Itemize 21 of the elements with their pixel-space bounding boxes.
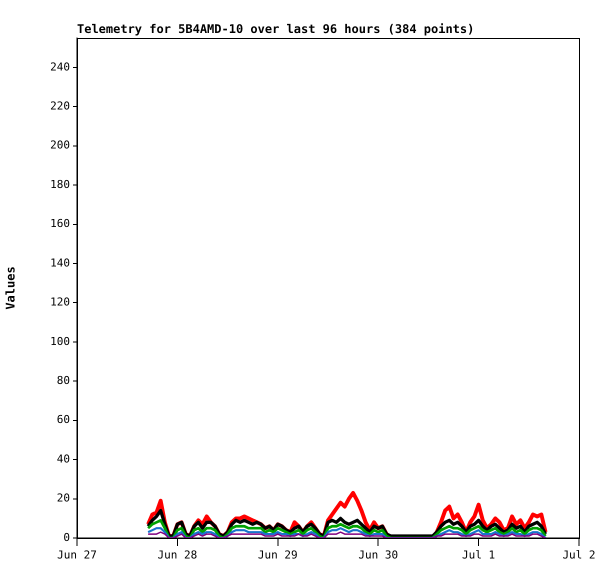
y-tick-label: 140 xyxy=(50,256,70,270)
y-tick-label: 180 xyxy=(50,178,70,191)
y-tick-label: 200 xyxy=(50,138,70,152)
y-axis-title: Values xyxy=(3,266,18,310)
y-tick-label: 60 xyxy=(56,413,70,426)
x-tick-label: Jun 30 xyxy=(358,548,398,562)
y-tick-label: 40 xyxy=(56,452,70,466)
y-tick-label: 120 xyxy=(50,296,70,309)
y-tick-label: 20 xyxy=(56,492,70,505)
y-tick-label: 160 xyxy=(50,217,70,230)
x-tick-label: Jun 27 xyxy=(57,548,97,562)
x-tick-label: Jul 2 xyxy=(562,548,596,562)
x-tick-label: Jun 29 xyxy=(258,548,298,562)
y-tick-label: 80 xyxy=(56,374,70,387)
y-tick-label: 240 xyxy=(50,60,70,74)
y-tick-label: 220 xyxy=(50,99,70,112)
y-tick-label: 0 xyxy=(63,530,70,544)
x-tick-label: Jul 1 xyxy=(462,548,496,562)
y-tick-label: 100 xyxy=(50,334,70,348)
chart-title: Telemetry for 5B4AMD-10 over last 96 hours (384 points) xyxy=(77,22,474,36)
x-tick-label: Jun 28 xyxy=(158,548,198,562)
